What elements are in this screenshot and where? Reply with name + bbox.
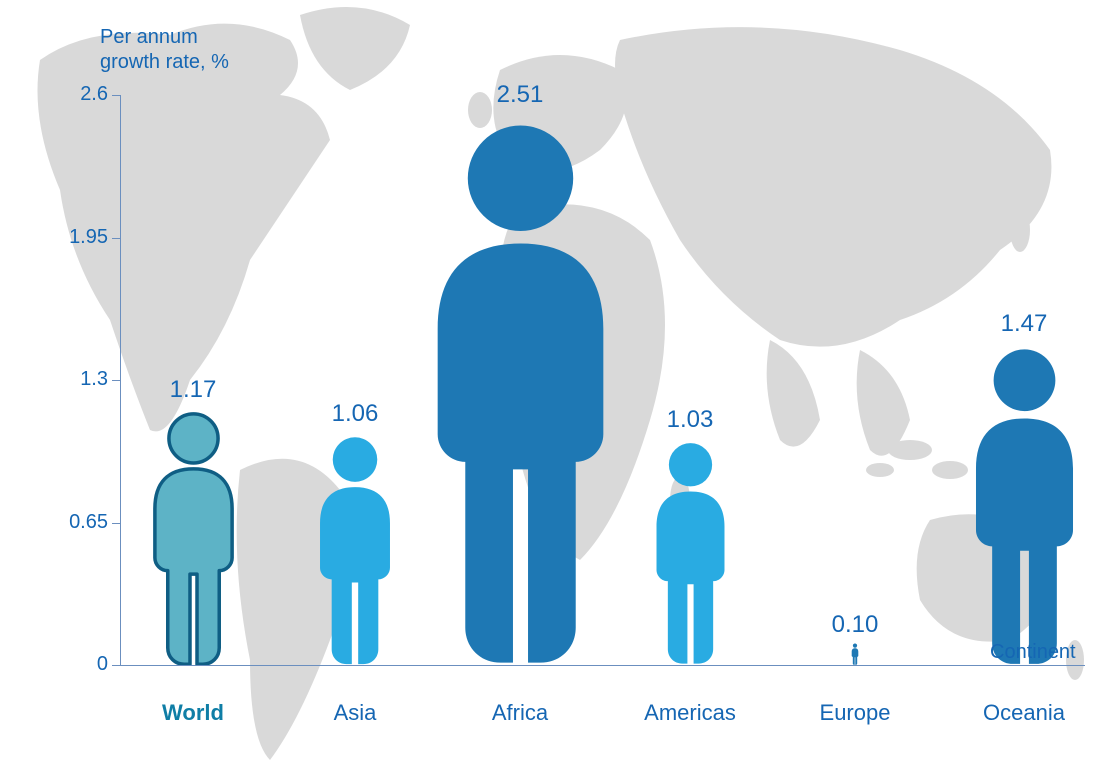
value-label-asia: 1.06 [332, 400, 379, 428]
x-axis-title: Continent [990, 640, 1076, 665]
person-icon-world [135, 408, 252, 665]
category-label-asia: Asia [334, 700, 377, 726]
chart-canvas: Per annumgrowth rate, % Continent 0 0.65 1… [0, 0, 1113, 783]
value-label-world: 1.17 [170, 376, 217, 404]
person-icon-oceania [951, 342, 1098, 665]
person-icon-africa [395, 113, 646, 665]
person-icon-asia [302, 432, 408, 665]
y-tick [112, 523, 120, 524]
y-tick-label: 0.65 [48, 511, 108, 534]
x-axis [120, 665, 1085, 666]
category-label-africa: Africa [492, 700, 548, 726]
value-label-africa: 2.51 [497, 81, 544, 109]
value-label-europe: 0.10 [832, 611, 879, 639]
y-tick [112, 238, 120, 239]
y-axis-title: Per annumgrowth rate, % [100, 25, 229, 75]
y-tick [112, 380, 120, 381]
y-tick-label: 2.6 [48, 83, 108, 106]
person-icon-europe [850, 643, 860, 665]
y-tick [112, 665, 120, 666]
category-label-americas: Americas [644, 700, 736, 726]
category-label-europe: Europe [820, 700, 891, 726]
category-label-oceania: Oceania [983, 700, 1065, 726]
y-tick-label: 1.95 [48, 226, 108, 249]
category-label-world: World [162, 700, 224, 726]
person-icon-americas [639, 438, 742, 665]
value-label-americas: 1.03 [667, 406, 714, 434]
y-axis [120, 95, 121, 665]
value-label-oceania: 1.47 [1001, 310, 1048, 338]
y-tick-label: 1.3 [48, 368, 108, 391]
y-tick-label: 0 [48, 653, 108, 676]
y-tick [112, 95, 120, 96]
